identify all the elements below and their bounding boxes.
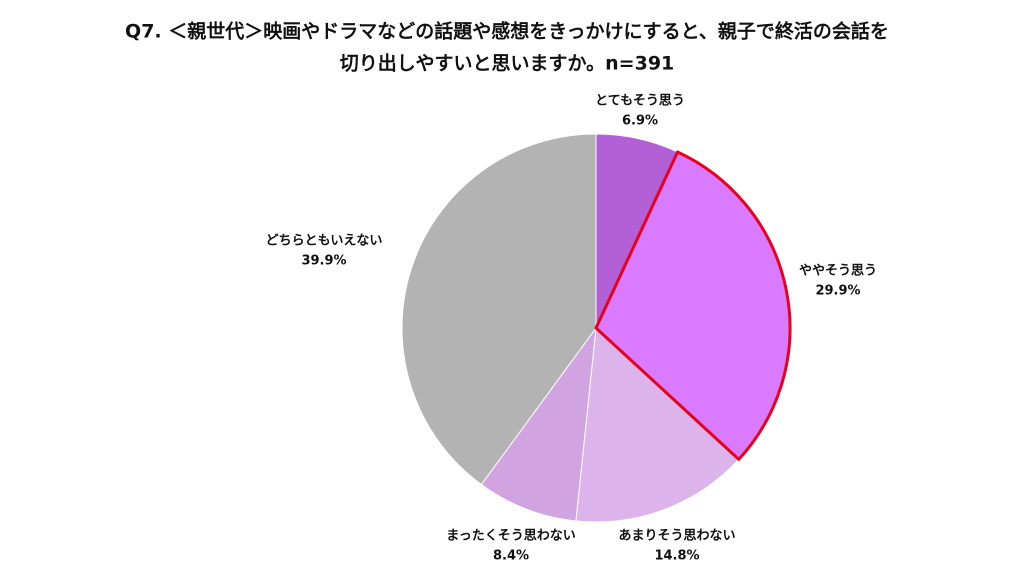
slice-label: どちらともいえない xyxy=(266,234,383,249)
slice-label: ややそう思う xyxy=(799,264,877,279)
pie-slice xyxy=(401,133,597,486)
chart-title: 切り出しやすいと思いますか。n=391 xyxy=(340,52,675,75)
pie-slice xyxy=(575,326,740,523)
slice-value-label: 39.9% xyxy=(301,254,346,269)
slice-label: あまりそう思わない xyxy=(618,529,735,544)
slice-value-label: 29.9% xyxy=(815,284,860,299)
slice-label: まったくそう思わない xyxy=(446,529,575,544)
slice-value-label: 8.4% xyxy=(493,549,529,564)
chart-title: Q7. ＜親世代＞映画やドラマなどの話題や感想をきっかけにすると、親子で終活の会… xyxy=(125,20,889,43)
slice-value-label: 14.8% xyxy=(654,549,699,564)
pie-slice xyxy=(594,150,792,461)
slice-label: とてもそう思う xyxy=(595,94,685,109)
slice-value-label: 6.9% xyxy=(622,114,658,129)
pie-slice xyxy=(480,326,597,522)
